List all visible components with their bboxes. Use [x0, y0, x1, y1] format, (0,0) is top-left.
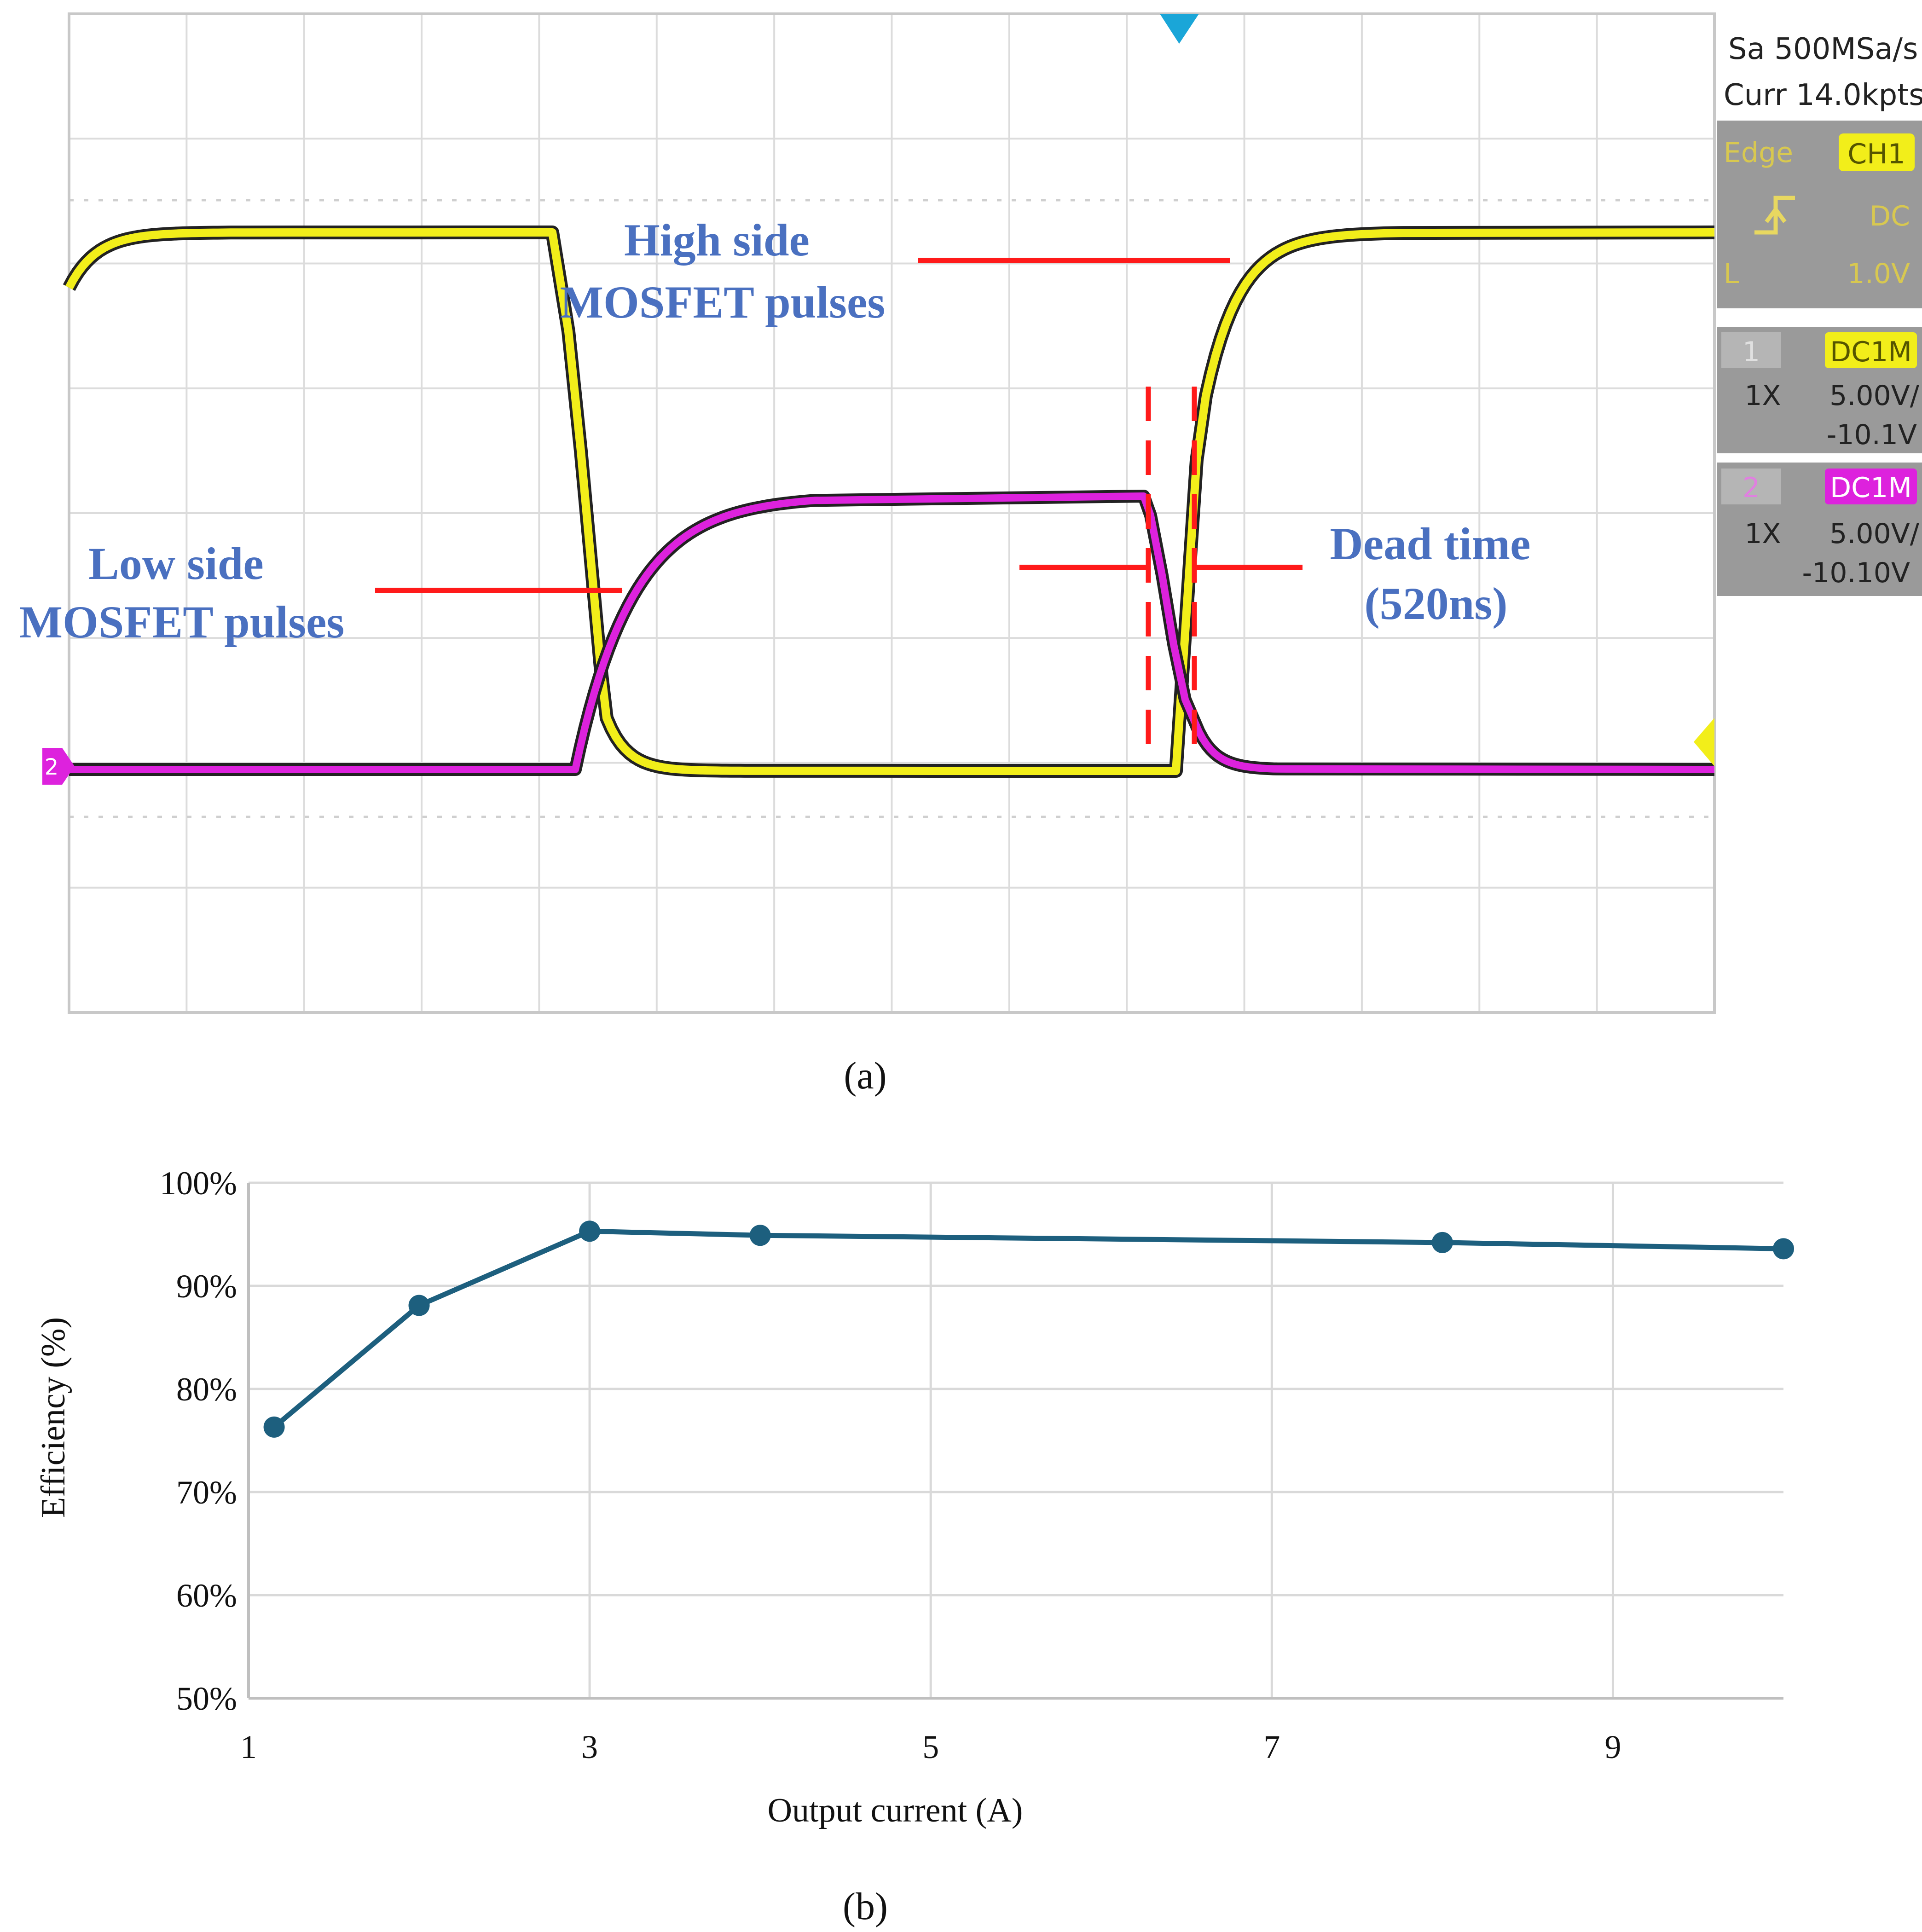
- y-tick-label: 80%: [176, 1371, 237, 1408]
- ch2-ground-marker-label: 2: [45, 754, 59, 780]
- high-side-label-line2: MOSFET pulses: [560, 277, 886, 328]
- trigger-level-marker-icon: [1694, 718, 1714, 766]
- x-tick-label: 1: [240, 1729, 257, 1765]
- ch1-number-text: 1: [1743, 336, 1760, 368]
- trigger-level-text: 1.0V: [1847, 258, 1910, 290]
- trigger-mode-text: Edge: [1724, 137, 1793, 169]
- ch1-number-tab: [1721, 332, 1781, 368]
- efficiency-data-point: [749, 1225, 771, 1246]
- x-tick-labels: 1 3 5 7 9: [240, 1729, 1621, 1765]
- trigger-source-text: CH1: [1847, 138, 1905, 170]
- y-tick-label: 70%: [176, 1474, 237, 1511]
- y-tick-label: 90%: [176, 1268, 237, 1305]
- ch2-offset-text: -10.10V: [1802, 557, 1910, 589]
- ch2-coupling-badge: [1825, 469, 1917, 504]
- low-side-label-line1: Low side: [88, 538, 264, 589]
- ch1-scale-text: 5.00V/: [1829, 380, 1920, 412]
- efficiency-data-point: [408, 1295, 430, 1316]
- ch2-coupling-text: DC1M: [1830, 472, 1912, 504]
- ch1-coupling-text: DC1M: [1830, 336, 1912, 368]
- x-axis-label: Output current (A): [768, 1792, 1023, 1829]
- ch1-offset-text: -10.1V: [1827, 419, 1917, 451]
- trigger-level-label: L: [1724, 258, 1739, 290]
- high-side-label-line1: High side: [624, 214, 810, 266]
- y-tick-label: 100%: [160, 1165, 237, 1202]
- x-tick-label: 7: [1263, 1729, 1280, 1765]
- ch2-number-text: 2: [1743, 472, 1760, 504]
- efficiency-data-point: [1773, 1238, 1794, 1260]
- ch1-probe-text: 1X: [1744, 380, 1781, 412]
- chart-gridlines: [249, 1181, 1783, 1698]
- efficiency-data-point: [263, 1416, 285, 1438]
- y-tick-label: 50%: [176, 1680, 237, 1717]
- ch2-ground-marker-icon: [42, 748, 75, 785]
- status-box: [1717, 18, 1922, 119]
- ch1-coupling-badge: [1825, 332, 1917, 368]
- y-tick-label: 60%: [176, 1577, 237, 1614]
- dead-time-label: Dead time (520ns): [1330, 518, 1542, 629]
- high-side-label: High side MOSFET pulses: [560, 214, 886, 328]
- sample-rate-text: Sa 500MSa/s: [1728, 32, 1918, 66]
- x-tick-label: 3: [581, 1729, 598, 1765]
- ch1-high-side-trace: [65, 228, 1715, 775]
- trigger-position-marker-icon: [1160, 14, 1199, 44]
- efficiency-data-points: [263, 1221, 1794, 1438]
- memory-depth-text: Curr 14.0kpts: [1724, 78, 1922, 112]
- ch2-probe-text: 1X: [1744, 518, 1781, 550]
- y-tick-labels: 50% 60% 70% 80% 90% 100%: [160, 1165, 237, 1717]
- x-tick-label: 9: [1604, 1729, 1621, 1765]
- panel-b-caption: (b): [843, 1885, 888, 1928]
- ch2-scale-text: 5.00V/: [1829, 518, 1920, 550]
- efficiency-chart: 50% 60% 70% 80% 90% 100% 1 3 5 7 9 Output current…: [35, 1165, 1794, 1829]
- ch2-number-tab: [1721, 469, 1781, 504]
- dead-time-label-line1: Dead time: [1330, 518, 1531, 569]
- trigger-coupling-text: DC: [1870, 200, 1910, 232]
- efficiency-data-point: [1431, 1232, 1453, 1253]
- ch2-low-side-trace: [69, 492, 1715, 773]
- efficiency-data-point: [579, 1221, 601, 1242]
- y-axis-label: Efficiency (%): [35, 1317, 72, 1518]
- dead-time-label-line2: (520ns): [1364, 578, 1507, 629]
- chart-axes: [247, 1183, 1783, 1700]
- scope-screen-border: [68, 12, 1716, 1014]
- efficiency-series-line: [272, 1228, 1784, 1429]
- low-side-label-line2: MOSFET pulses: [19, 596, 345, 648]
- panel-a-caption: (a): [844, 1054, 886, 1097]
- x-tick-label: 5: [922, 1729, 939, 1765]
- scope-info-panel: Sa 500MSa/s Curr 14.0kpts Edge CH1 DC L …: [1717, 18, 1922, 596]
- low-side-label: Low side MOSFET pulses: [19, 538, 345, 648]
- rising-edge-icon: [1754, 196, 1795, 235]
- scope-traces: [63, 226, 1715, 778]
- oscilloscope-panel: 2 High side MOSFET pulses Low side MOSFE…: [19, 12, 1716, 1014]
- trigger-source-badge: [1839, 133, 1915, 171]
